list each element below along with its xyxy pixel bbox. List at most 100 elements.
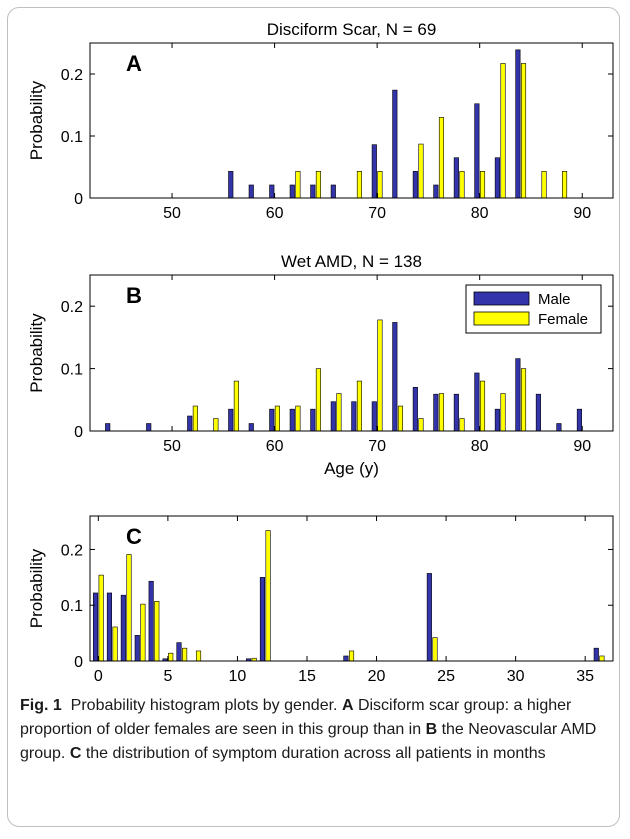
bar-a-female-1 — [315, 171, 321, 199]
bar-b-female-4 — [295, 405, 301, 432]
y-axis-label: Probability — [27, 313, 46, 393]
x-tick-label: 5 — [163, 668, 172, 685]
bar-a-female-11 — [561, 171, 568, 199]
bar-a-female-2 — [356, 171, 362, 199]
bar-a-male-13 — [515, 49, 521, 199]
bar-b-male-12 — [412, 387, 418, 432]
bar-a-female-0 — [295, 171, 301, 199]
bar-b-female-6 — [336, 393, 342, 432]
x-tick-label: 10 — [229, 668, 247, 685]
y-tick-label: 0.2 — [61, 299, 83, 316]
bar-b-male-3 — [228, 408, 234, 432]
x-tick-label: 80 — [471, 438, 489, 455]
bar-b-male-13 — [433, 393, 439, 432]
legend-swatch-male — [473, 291, 530, 306]
bar-b-male-15 — [474, 372, 480, 432]
x-tick-label: 90 — [573, 438, 591, 455]
bar-b-female-13 — [479, 380, 486, 432]
bar-c-female-6 — [182, 647, 188, 662]
y-tick-label: 0.2 — [61, 67, 83, 84]
bar-c-male-1 — [106, 592, 112, 662]
bar-c-female-10 — [348, 650, 355, 662]
panel-letter: A — [126, 51, 142, 76]
x-tick-label: 50 — [163, 438, 181, 455]
bar-c-male-6 — [176, 642, 182, 662]
y-tick-label: 0.1 — [61, 598, 83, 615]
x-tick-label: 35 — [576, 668, 594, 685]
bar-b-female-1 — [213, 418, 219, 432]
y-axis-label: Probability — [27, 80, 46, 160]
chart-title: Wet AMD, N = 138 — [281, 252, 422, 271]
caption-part-b-letter: B — [425, 721, 438, 738]
bar-c-female-0 — [98, 574, 104, 662]
bar-a-female-8 — [500, 63, 506, 199]
bar-c-female-2 — [126, 554, 132, 662]
bar-a-female-7 — [479, 171, 486, 199]
bar-b-male-16 — [494, 408, 500, 432]
x-tick-label: 15 — [298, 668, 316, 685]
bar-b-male-1 — [146, 423, 152, 432]
bar-b-female-14 — [500, 393, 506, 432]
bar-b-male-5 — [269, 408, 275, 432]
chart-panel-b: 50 60 70 80 90 0 0.1 0.2 Wet AMD, N = 138 B Probab… — [27, 252, 614, 478]
bar-b-female-11 — [438, 393, 445, 432]
x-tick-label: 0 — [94, 668, 103, 685]
bar-a-male-7 — [392, 89, 398, 199]
bar-a-male-9 — [433, 184, 439, 199]
y-tick-label: 0 — [74, 654, 83, 671]
bar-a-male-10 — [453, 157, 459, 199]
bar-c-female-4 — [154, 601, 160, 662]
bar-b-male-17 — [515, 358, 521, 432]
bar-a-male-2 — [269, 184, 275, 199]
x-axis-label: Symptom Duration for all 521Patients (mo… — [175, 689, 528, 690]
bar-c-male-11 — [593, 647, 599, 662]
y-tick-label: 0 — [74, 191, 83, 208]
y-tick-label: 0 — [74, 424, 83, 441]
caption-part-b-text: the Neovascular AMD group. — [20, 721, 597, 762]
bar-b-female-5 — [315, 368, 321, 432]
bar-a-female-10 — [541, 171, 547, 199]
bar-b-female-2 — [233, 380, 239, 432]
bar-c-female-3 — [140, 603, 146, 662]
legend-swatch-female — [473, 311, 530, 326]
bar-c-male-4 — [148, 580, 154, 662]
bar-b-male-0 — [105, 423, 111, 432]
plot-area-box — [89, 515, 614, 662]
x-tick-label: 60 — [266, 205, 284, 222]
bar-c-male-2 — [120, 594, 126, 662]
bar-b-female-12 — [459, 418, 465, 432]
panel-letter: C — [126, 524, 142, 549]
bar-b-male-19 — [556, 423, 562, 432]
bar-c-male-10 — [426, 573, 432, 662]
bar-c-male-8 — [259, 577, 266, 662]
bar-b-male-11 — [392, 322, 398, 432]
bar-a-male-0 — [228, 171, 234, 199]
bar-a-male-6 — [371, 144, 377, 199]
bar-a-female-9 — [520, 63, 527, 199]
legend-label-male: Male — [538, 291, 571, 308]
bar-b-female-10 — [418, 418, 424, 432]
panel-letter: B — [126, 283, 142, 308]
y-tick-label: 0.2 — [61, 542, 83, 559]
bar-b-male-18 — [535, 393, 541, 432]
bar-b-male-6 — [289, 408, 295, 432]
x-tick-label: 90 — [573, 205, 591, 222]
bar-b-male-10 — [371, 401, 377, 432]
bar-b-female-8 — [377, 319, 383, 432]
caption-part-a-text: Disciform scar group: a higher proportio… — [20, 697, 572, 738]
bar-b-female-0 — [192, 405, 198, 432]
legend-label-female: Female — [538, 311, 588, 328]
x-tick-label: 70 — [368, 205, 386, 222]
x-tick-label: 70 — [368, 438, 386, 455]
bar-b-male-20 — [576, 408, 582, 432]
x-tick-label: 80 — [471, 205, 489, 222]
plot-area-box — [89, 274, 614, 432]
y-tick-label: 0.1 — [61, 129, 83, 146]
bar-a-male-11 — [474, 103, 480, 199]
bar-a-male-4 — [310, 184, 316, 199]
caption-label: Fig. 1 — [20, 697, 62, 714]
bar-b-female-15 — [520, 368, 527, 432]
bar-c-male-0 — [92, 592, 99, 662]
caption-intro: Probability histogram plots by gender. — [70, 697, 342, 714]
